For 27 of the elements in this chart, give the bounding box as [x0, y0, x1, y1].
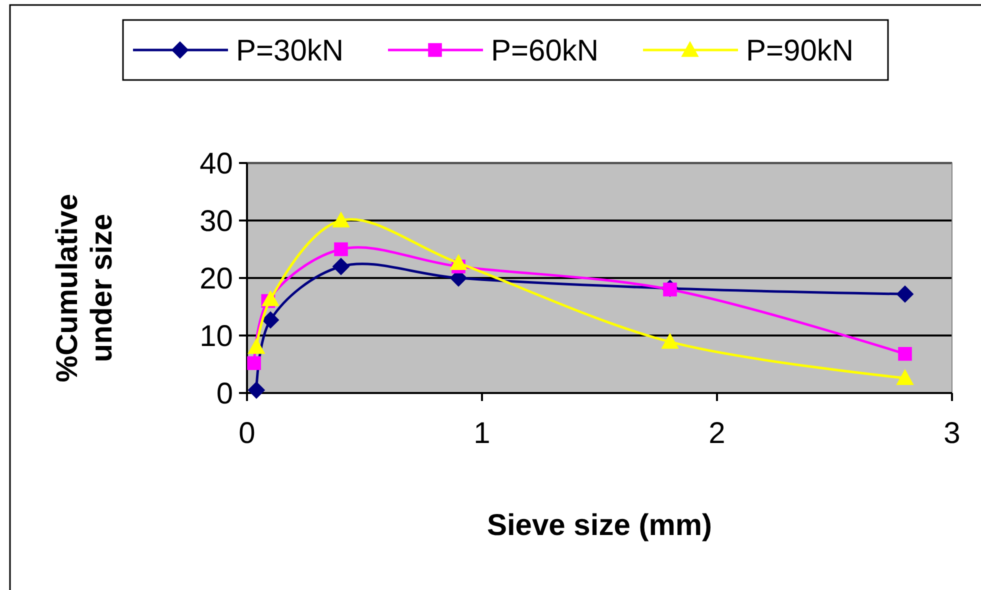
point — [332, 212, 350, 228]
x-tick-label: 1 — [474, 417, 490, 450]
point — [662, 333, 678, 349]
point — [334, 242, 348, 256]
y-axis-title: %Cumulative under size — [51, 194, 118, 382]
point — [332, 258, 350, 275]
point — [898, 347, 912, 361]
point — [262, 290, 279, 306]
y-tick-label: 40 — [200, 148, 233, 180]
point — [262, 311, 279, 328]
x-tick-label: 3 — [944, 417, 960, 450]
point — [248, 338, 265, 354]
legend-label: P=30kN — [236, 34, 344, 68]
legend-label: P=90kN — [746, 34, 854, 68]
point — [450, 254, 467, 270]
x-tick-label: 0 — [238, 417, 256, 450]
x-tick-label: 2 — [708, 417, 726, 450]
y-tick-label: 0 — [216, 378, 233, 410]
y-tick-label: 20 — [200, 262, 233, 296]
legend-label: P=60kN — [491, 34, 599, 68]
x-axis-title: Sieve size (mm) — [486, 509, 712, 542]
y-tick-label: 10 — [200, 320, 233, 353]
point — [896, 286, 914, 303]
y-tick-label: 30 — [200, 205, 233, 238]
point — [248, 382, 265, 399]
point — [247, 356, 261, 370]
point — [896, 370, 914, 385]
